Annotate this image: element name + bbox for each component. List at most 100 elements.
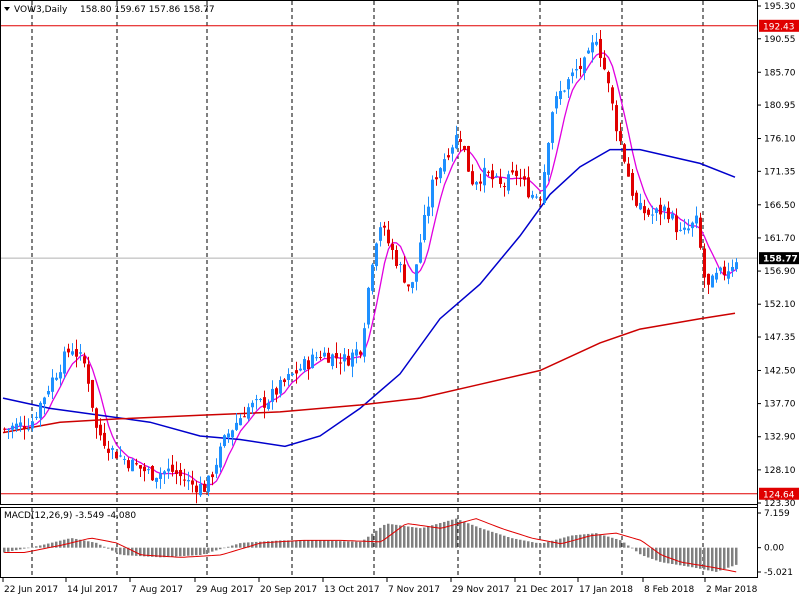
candle[interactable] [467, 145, 470, 172]
candle[interactable] [187, 471, 190, 490]
candle[interactable] [43, 396, 46, 415]
candle[interactable] [391, 238, 394, 260]
candle[interactable] [447, 148, 450, 161]
candle[interactable] [683, 218, 686, 235]
candle[interactable] [735, 258, 738, 272]
candle[interactable] [31, 413, 34, 432]
candle[interactable] [343, 347, 346, 372]
candle[interactable] [375, 242, 378, 271]
candle[interactable] [295, 361, 298, 384]
candle[interactable] [379, 222, 382, 247]
candle[interactable] [623, 142, 626, 164]
candle[interactable] [527, 166, 530, 199]
candle[interactable] [487, 170, 490, 177]
candle[interactable] [615, 100, 618, 142]
candle[interactable] [451, 144, 454, 162]
candle[interactable] [291, 372, 294, 377]
candle[interactable] [367, 286, 370, 329]
candle[interactable] [63, 346, 66, 380]
candle[interactable] [347, 349, 350, 367]
candle[interactable] [559, 80, 562, 105]
candle[interactable] [315, 351, 318, 361]
candle[interactable] [427, 196, 430, 224]
candle[interactable] [575, 59, 578, 79]
candle[interactable] [659, 197, 662, 226]
candle[interactable] [283, 378, 286, 387]
candle[interactable] [95, 407, 98, 439]
candle[interactable] [443, 153, 446, 175]
candle[interactable] [163, 470, 166, 484]
candle[interactable] [35, 411, 38, 420]
candle[interactable] [223, 434, 226, 448]
candle[interactable] [327, 347, 330, 363]
candle[interactable] [219, 442, 222, 473]
candle[interactable] [135, 458, 138, 466]
candle[interactable] [491, 163, 494, 188]
candle[interactable] [139, 464, 142, 477]
candle[interactable] [407, 284, 410, 292]
candle[interactable] [279, 376, 282, 398]
candle[interactable] [435, 170, 438, 186]
candle[interactable] [99, 418, 102, 441]
candle[interactable] [523, 168, 526, 187]
candle[interactable] [71, 343, 74, 357]
candle[interactable] [127, 457, 130, 472]
candle[interactable] [91, 379, 94, 412]
candle[interactable] [695, 206, 698, 229]
candle[interactable] [363, 322, 366, 363]
candle[interactable] [503, 182, 506, 197]
candle[interactable] [411, 281, 414, 294]
candle[interactable] [179, 462, 182, 486]
candle[interactable] [239, 413, 242, 426]
candle[interactable] [175, 461, 178, 485]
candle[interactable] [47, 385, 50, 397]
candle[interactable] [499, 168, 502, 188]
candle[interactable] [227, 429, 230, 443]
candle[interactable] [355, 341, 358, 364]
candle[interactable] [275, 386, 278, 403]
candle[interactable] [555, 91, 558, 114]
candle[interactable] [699, 212, 702, 250]
candle[interactable] [251, 400, 254, 415]
candle[interactable] [303, 356, 306, 373]
candle[interactable] [539, 196, 542, 206]
candle[interactable] [131, 457, 134, 472]
candle[interactable] [579, 57, 582, 77]
candle[interactable] [519, 168, 522, 187]
candle[interactable] [155, 477, 158, 489]
candle[interactable] [431, 175, 434, 217]
candle[interactable] [679, 222, 682, 232]
candle[interactable] [551, 111, 554, 150]
candle[interactable] [647, 207, 650, 217]
candle[interactable] [439, 167, 442, 184]
candle[interactable] [75, 339, 78, 368]
candle[interactable] [563, 89, 566, 93]
candle[interactable] [511, 161, 514, 175]
candle[interactable] [455, 125, 458, 150]
candle[interactable] [11, 422, 14, 439]
candle[interactable] [235, 412, 238, 432]
candle[interactable] [595, 32, 598, 47]
candle[interactable] [607, 70, 610, 93]
candle[interactable] [211, 471, 214, 486]
candle[interactable] [515, 164, 518, 186]
candle[interactable] [475, 181, 478, 191]
candle[interactable] [419, 234, 422, 264]
candle[interactable] [267, 399, 270, 411]
candle[interactable] [323, 347, 326, 358]
candle[interactable] [39, 401, 42, 427]
candle[interactable] [471, 164, 474, 186]
candle[interactable] [635, 190, 638, 208]
candle[interactable] [707, 273, 710, 294]
candle[interactable] [543, 164, 546, 206]
candle[interactable] [27, 418, 30, 432]
candle[interactable] [319, 350, 322, 361]
candle[interactable] [339, 353, 342, 375]
candle[interactable] [571, 68, 574, 84]
candle[interactable] [147, 466, 150, 474]
candle[interactable] [231, 429, 234, 446]
candle[interactable] [23, 415, 26, 440]
candle[interactable] [663, 204, 666, 220]
candle[interactable] [3, 427, 6, 432]
